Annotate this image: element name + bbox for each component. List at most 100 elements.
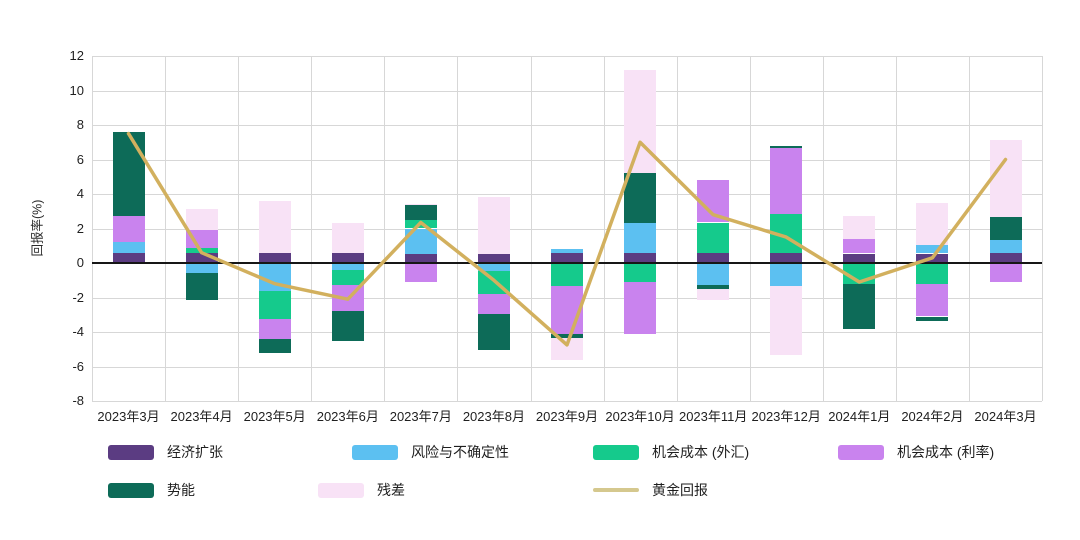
bar-segment bbox=[843, 283, 876, 329]
grid-line-horizontal bbox=[92, 159, 1042, 161]
x-tick-label: 2023年11月 bbox=[678, 409, 748, 424]
legend-label: 势能 bbox=[167, 482, 195, 498]
legend-item-momentum: 势能 bbox=[108, 481, 195, 499]
bar-segment bbox=[697, 263, 730, 286]
y-tick-label: -2 bbox=[72, 289, 84, 305]
legend-label: 机会成本 (外汇) bbox=[652, 444, 750, 460]
legend-label: 风险与不确定性 bbox=[411, 444, 509, 460]
bar-segment bbox=[770, 148, 803, 214]
bar-segment bbox=[697, 288, 730, 301]
legend-label: 经济扩张 bbox=[167, 444, 223, 460]
bar-segment bbox=[551, 286, 583, 334]
bar-segment bbox=[331, 311, 364, 342]
bar-segment bbox=[843, 263, 876, 284]
bar-segment bbox=[112, 242, 145, 253]
y-tick-label: 2 bbox=[76, 220, 84, 236]
bar-segment bbox=[185, 208, 218, 231]
grid-line-horizontal bbox=[92, 401, 1042, 402]
bar-segment bbox=[258, 290, 291, 320]
bar-segment bbox=[916, 244, 949, 254]
x-tick-label: 2023年8月 bbox=[462, 409, 525, 424]
bar-segment bbox=[185, 230, 218, 249]
x-tick-label: 2024年3月 bbox=[974, 409, 1037, 424]
bar-segment bbox=[258, 200, 291, 253]
bar-segment bbox=[477, 313, 510, 351]
grid-line-vertical bbox=[311, 56, 313, 401]
grid-line-vertical bbox=[165, 56, 167, 401]
bar-segment bbox=[916, 263, 949, 284]
bar-segment bbox=[551, 249, 583, 253]
grid-line-vertical bbox=[822, 56, 824, 401]
x-tick-label: 2023年9月 bbox=[535, 409, 599, 424]
residual-swatch bbox=[318, 482, 364, 498]
grid-line-vertical bbox=[1042, 56, 1043, 401]
bar-segment bbox=[331, 269, 364, 285]
legend-label: 机会成本 (利率) bbox=[897, 444, 995, 460]
grid-line-horizontal bbox=[92, 228, 1042, 230]
bar-segment bbox=[989, 239, 1022, 253]
grid-line-horizontal bbox=[92, 366, 1042, 368]
bar-segment bbox=[843, 238, 876, 254]
y-tick-label: -6 bbox=[72, 358, 84, 374]
x-tick-label: 2023年12月 bbox=[751, 409, 821, 424]
bar-segment bbox=[770, 213, 803, 253]
bar-segment bbox=[989, 139, 1022, 218]
grid-line-vertical bbox=[603, 56, 605, 401]
bar-segment bbox=[112, 215, 145, 243]
bar-segment bbox=[258, 338, 291, 353]
legend-item-gold-return: 黄金回报 bbox=[593, 481, 708, 499]
grid-line-vertical bbox=[530, 56, 532, 401]
bar-segment bbox=[404, 219, 437, 229]
bar-segment bbox=[551, 263, 583, 287]
legend-item-opportunity-cost-fx: 机会成本 (外汇) bbox=[593, 443, 749, 461]
risk-uncertainty-swatch bbox=[352, 444, 398, 460]
momentum-swatch bbox=[108, 482, 154, 498]
grid-line-horizontal bbox=[92, 125, 1042, 126]
bar-segment bbox=[916, 283, 949, 317]
x-tick-label: 2023年7月 bbox=[389, 409, 452, 424]
bar-segment bbox=[624, 223, 657, 253]
grid-line-horizontal bbox=[92, 56, 1042, 57]
grid-line-vertical bbox=[457, 56, 459, 401]
bar-segment bbox=[112, 131, 145, 216]
bar-segment bbox=[477, 196, 510, 255]
y-tick-label: -4 bbox=[72, 324, 84, 339]
y-tick-label: -8 bbox=[72, 393, 84, 408]
bar-segment bbox=[331, 284, 364, 312]
grid-line-vertical bbox=[676, 56, 678, 401]
x-tick-label: 2024年1月 bbox=[828, 409, 891, 424]
bar-segment bbox=[404, 263, 437, 282]
opportunity-cost-fx-swatch bbox=[593, 444, 639, 460]
bar-segment bbox=[404, 228, 437, 254]
bar-segment bbox=[697, 180, 730, 223]
x-tick-label: 2024年2月 bbox=[901, 409, 964, 424]
bar-segment bbox=[624, 69, 657, 174]
bar-segment bbox=[477, 270, 510, 295]
bar-segment bbox=[185, 248, 218, 253]
bar-segment bbox=[258, 263, 291, 291]
bar-segment bbox=[185, 272, 218, 301]
bar-segment bbox=[331, 222, 364, 253]
bar-segment bbox=[624, 173, 657, 224]
legend-item-opportunity-cost-rates: 机会成本 (利率) bbox=[838, 443, 994, 461]
grid-line-vertical bbox=[384, 56, 386, 401]
grid-line-vertical bbox=[968, 56, 970, 401]
grid-line-vertical bbox=[895, 56, 897, 401]
bar-segment bbox=[916, 202, 949, 245]
opportunity-cost-rates-swatch bbox=[838, 444, 884, 460]
grid-line-horizontal bbox=[92, 90, 1042, 92]
x-tick-label: 2023年6月 bbox=[316, 409, 379, 424]
x-tick-label: 2023年4月 bbox=[170, 409, 233, 424]
grid-line-vertical bbox=[749, 56, 751, 401]
bar-segment bbox=[624, 263, 657, 282]
bar-segment bbox=[404, 205, 437, 220]
bar-segment bbox=[331, 263, 364, 270]
gold-return-line-swatch bbox=[593, 488, 639, 492]
economic-expansion-swatch bbox=[108, 444, 154, 460]
bar-segment bbox=[770, 263, 803, 287]
bar-segment bbox=[624, 282, 657, 334]
bar-segment bbox=[770, 286, 803, 356]
x-tick-label: 2023年5月 bbox=[243, 409, 306, 424]
bar-segment bbox=[989, 263, 1022, 282]
